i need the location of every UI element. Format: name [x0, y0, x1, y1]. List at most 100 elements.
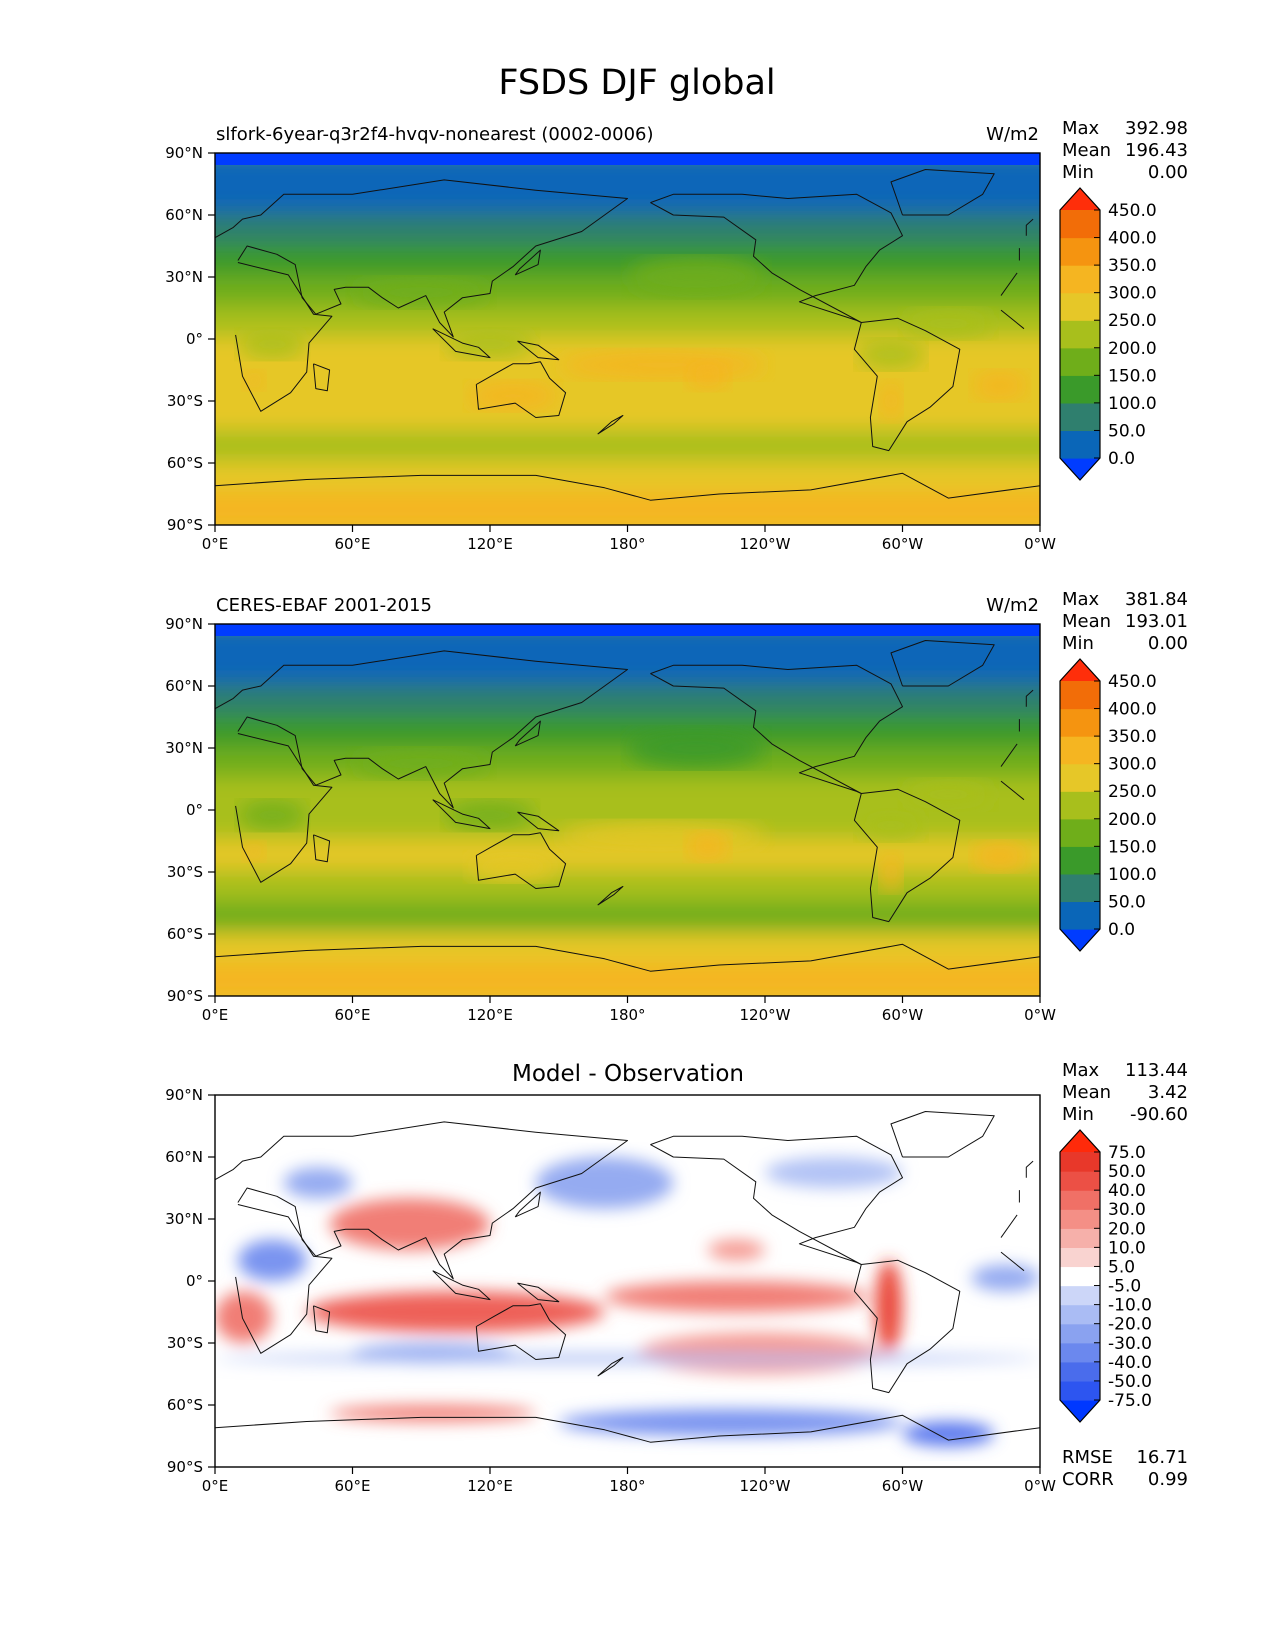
- coastline: [517, 340, 560, 361]
- anomaly-patch: [237, 1239, 307, 1282]
- field-feature: [352, 748, 490, 779]
- colorbar-segment: [1060, 1380, 1100, 1401]
- lat-tick-label: 60°S: [167, 454, 203, 472]
- colorbar-reference: 450.0 400.0 350.0 300.0 250.0 200.0 150.0 100.0…: [1059, 658, 1157, 952]
- colorbar-segment: [1060, 347, 1100, 376]
- zonal-band: [215, 213, 1040, 248]
- panel-difference: 90°N 60°N 30°N 0° 30°S 60°S 90°S 0°E 60°E 120°E 1…: [165, 1060, 1188, 1495]
- anomaly-patch: [329, 1405, 536, 1422]
- colorbar-tick-label: 5.0: [1108, 1257, 1135, 1277]
- stats-reference: Max 381.84 Mean 193.01 Min 0.00: [1062, 589, 1188, 654]
- stat-min-value: -90.60: [1130, 1104, 1188, 1125]
- colorbar-segment: [1060, 320, 1100, 349]
- coastline: [1025, 689, 1034, 707]
- stats-test: Max 392.98 Mean 196.43 Min 0.00: [1062, 118, 1188, 183]
- stat-rmse-value: 16.71: [1136, 1447, 1188, 1468]
- colorbar-tick-label: 100.0: [1108, 394, 1157, 414]
- stat-rmse-label: RMSE: [1062, 1447, 1113, 1468]
- colorbar-tick-label: -50.0: [1108, 1372, 1152, 1392]
- lat-tick-label: 90°S: [167, 516, 203, 534]
- stat-max-label: Max: [1062, 1060, 1100, 1081]
- coastline: [235, 262, 1025, 412]
- coastline: [890, 1111, 995, 1158]
- lon-axis-difference: 0°E 60°E 120°E 180° 120°W 60°W 0°W: [202, 1467, 1056, 1495]
- lon-tick-label: 60°E: [334, 1006, 370, 1024]
- lat-tick-label: 90°S: [167, 1458, 203, 1476]
- lon-tick-label: 0°W: [1024, 1006, 1056, 1024]
- coastline: [313, 363, 331, 392]
- colorbar-segment: [1060, 292, 1100, 321]
- stat-max-label: Max: [1062, 118, 1100, 139]
- lon-tick-label: 120°W: [740, 1006, 791, 1024]
- colorbar-segment: [1060, 1190, 1100, 1210]
- anomaly-patch: [215, 1291, 273, 1343]
- colorbar-extend-min: [1060, 929, 1100, 951]
- field-zonal-bands: [215, 624, 1040, 996]
- anomaly-patch: [765, 1157, 903, 1188]
- stat-max-label: Max: [1062, 589, 1100, 610]
- stat-corr-label: CORR: [1062, 1469, 1114, 1490]
- zonal-band: [215, 632, 1040, 657]
- lon-tick-label: 120°W: [740, 535, 791, 553]
- anomaly-patch: [604, 1281, 869, 1312]
- anomaly-patch: [283, 1167, 353, 1199]
- coastline: [1025, 1160, 1034, 1178]
- colorbar-tick-label: 30.0: [1108, 1200, 1146, 1220]
- lat-tick-label: 0°: [186, 330, 203, 348]
- figure-title: FSDS DJF global: [498, 63, 775, 103]
- field-feature: [444, 328, 536, 360]
- lon-tick-label: 60°W: [882, 535, 924, 553]
- lat-tick-label: 60°N: [165, 1148, 203, 1166]
- lon-tick-label: 120°E: [467, 1477, 513, 1495]
- lon-tick-label: 120°E: [467, 535, 513, 553]
- panel-left-title: CERES-EBAF 2001-2015: [216, 595, 432, 616]
- lat-tick-label: 0°: [186, 1272, 203, 1290]
- colorbar-tick-label: 200.0: [1108, 810, 1157, 830]
- coastline: [853, 1259, 961, 1394]
- colorbar-tick-label: 200.0: [1108, 339, 1157, 359]
- colorbar-segment: [1060, 708, 1100, 737]
- lat-tick-label: 60°S: [167, 1396, 203, 1414]
- coastline: [853, 317, 961, 452]
- colorbar-segment: [1060, 681, 1100, 710]
- stat-mean-value: 3.42: [1148, 1082, 1188, 1103]
- colorbar-tick-label: 300.0: [1108, 755, 1157, 775]
- coastlines-reference: [214, 640, 1041, 972]
- zonal-band: [215, 963, 1040, 996]
- field-feature: [558, 820, 765, 852]
- lat-tick-label: 60°N: [165, 206, 203, 224]
- lat-axis-difference: 90°N 60°N 30°N 0° 30°S 60°S 90°S: [165, 1086, 215, 1476]
- colorbar-tick-label: 300.0: [1108, 284, 1157, 304]
- colorbar-extend-max: [1060, 188, 1100, 210]
- colorbar-tick-label: 20.0: [1108, 1219, 1146, 1239]
- panel-units: W/m2: [986, 124, 1039, 145]
- lat-tick-label: 30°N: [165, 1210, 203, 1228]
- coastline: [517, 1282, 560, 1303]
- anomaly-patch: [902, 1421, 995, 1447]
- colorbar-extend-min: [1060, 458, 1100, 480]
- field-feature: [684, 359, 731, 391]
- field-feature: [237, 799, 307, 831]
- coastline: [853, 788, 961, 923]
- colorbar-tick-label: -40.0: [1108, 1353, 1152, 1373]
- anomaly-patch: [558, 1409, 903, 1436]
- stat-min-label: Min: [1062, 633, 1094, 654]
- field-feature: [237, 328, 307, 360]
- lon-tick-label: 60°E: [334, 1477, 370, 1495]
- coastline: [214, 179, 1020, 338]
- zonal-band: [215, 653, 1040, 688]
- colorbar-segment: [1060, 1209, 1100, 1229]
- panel-units: W/m2: [986, 595, 1039, 616]
- zonal-band: [215, 461, 1040, 496]
- colorbar-tick-label: 350.0: [1108, 727, 1157, 747]
- field-anomalies: [215, 1157, 1040, 1447]
- colorbar-segment: [1060, 210, 1100, 239]
- coastline: [597, 1357, 624, 1377]
- coastline: [214, 1121, 1020, 1280]
- coastline: [313, 834, 331, 863]
- colorbar-tick-label: 0.0: [1108, 449, 1135, 469]
- coastline: [514, 1191, 541, 1218]
- coastline: [432, 1270, 491, 1301]
- anomaly-patch: [215, 1353, 1040, 1364]
- field-feature: [902, 308, 995, 339]
